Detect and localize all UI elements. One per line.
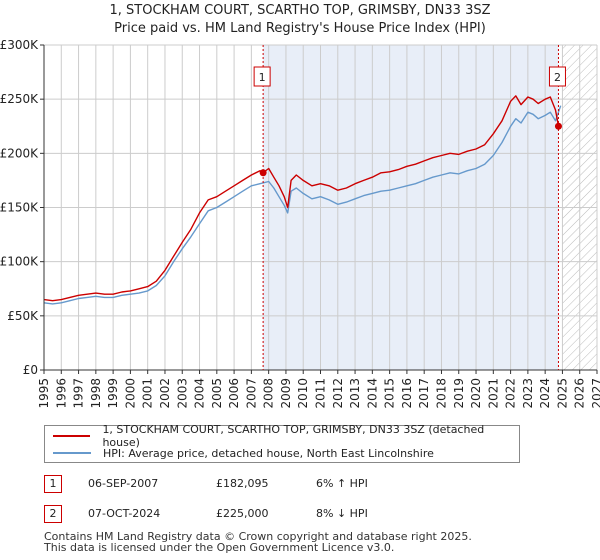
sale-marker-box: [548, 66, 566, 87]
x-tick-label: 2012: [331, 378, 345, 409]
x-tick-label: 2021: [486, 378, 500, 409]
transaction-badge: 1: [44, 475, 62, 493]
sale-marker-dot: [259, 169, 267, 177]
attribution-line-1: Contains HM Land Registry data © Crown c…: [44, 530, 472, 543]
sale-marker-label: 1: [259, 71, 266, 84]
attribution: Contains HM Land Registry data © Crown c…: [44, 531, 472, 553]
chart-title-line-2: Price paid vs. HM Land Registry's House …: [114, 21, 486, 36]
transaction-row: 1 06-SEP-2007 £182,095 6% ↑ HPI: [44, 475, 564, 493]
legend-item-hpi: HPI: Average price, detached house, Nort…: [53, 445, 434, 461]
x-tick-label: 2017: [417, 378, 431, 409]
x-tick-label: 2009: [279, 378, 293, 409]
sale-marker-label: 2: [554, 71, 561, 84]
y-tick-label: £300K: [0, 38, 39, 52]
transaction-date: 07-OCT-2024: [88, 507, 161, 520]
y-tick-label: £50K: [7, 309, 39, 323]
x-tick-label: 2015: [383, 378, 397, 409]
x-tick-label: 2023: [521, 378, 535, 409]
transaction-hpi-diff: 8% ↓ HPI: [316, 507, 368, 520]
x-tick-label: 2014: [365, 378, 379, 409]
x-tick-label: 2024: [538, 378, 552, 409]
x-tick-label: 2011: [314, 378, 328, 409]
legend-item-property: 1, STOCKHAM COURT, SCARTHO TOP, GRIMSBY,…: [53, 423, 519, 449]
price-chart: £0 £50K £100K £150K £200K £250K £300K 1995 1996 1…: [0, 38, 600, 409]
series-line-property: [43, 95, 560, 302]
series-line-hpi: [43, 105, 562, 305]
x-tick-label: 2001: [141, 378, 155, 409]
x-tick-label: 2027: [590, 378, 600, 409]
x-tick-label: 2013: [348, 378, 362, 409]
y-tick-label: £200K: [0, 146, 39, 160]
x-tick-label: 2007: [244, 378, 258, 409]
attribution-line-2: This data is licensed under the Open Gov…: [44, 541, 395, 554]
transaction-price: £225,000: [216, 507, 269, 520]
x-tick-label: 2003: [175, 378, 189, 409]
y-tick-label: £150K: [0, 201, 39, 215]
x-tick-label: 2018: [434, 378, 448, 409]
legend-label-property: 1, STOCKHAM COURT, SCARTHO TOP, GRIMSBY,…: [102, 423, 485, 449]
x-tick-label: 2016: [400, 378, 414, 409]
x-tick-label: 2010: [296, 378, 310, 409]
x-tick-label: 2004: [193, 378, 207, 409]
x-tick-label: 2005: [210, 378, 224, 409]
legend-swatch-property: [53, 435, 91, 437]
x-tick-label: 2026: [573, 378, 587, 409]
x-tick-label: 1999: [106, 378, 120, 409]
sale-marker-box: [253, 66, 271, 87]
x-tick-label: 2019: [452, 378, 466, 409]
x-tick-label: 1996: [54, 378, 68, 409]
transaction-price: £182,095: [216, 477, 269, 490]
x-tick-label: 2006: [227, 378, 241, 409]
chart-legend: 1, STOCKHAM COURT, SCARTHO TOP, GRIMSBY,…: [44, 423, 520, 463]
x-tick-label: 2008: [262, 378, 276, 409]
x-tick-label: 2022: [504, 378, 518, 409]
transaction-badge: 2: [44, 505, 62, 523]
y-tick-label: £0: [23, 363, 38, 377]
x-tick-label: 1997: [72, 378, 86, 409]
x-tick-label: 1995: [37, 378, 51, 409]
x-tick-label: 2020: [469, 378, 483, 409]
sale-marker-dot: [554, 122, 562, 130]
x-tick-label: 2002: [158, 378, 172, 409]
legend-label-hpi: HPI: Average price, detached house, Nort…: [103, 446, 434, 460]
y-tick-label: £100K: [0, 255, 39, 269]
transaction-row: 2 07-OCT-2024 £225,000 8% ↓ HPI: [44, 505, 564, 523]
y-tick-label: £250K: [0, 92, 39, 106]
x-tick-label: 1998: [89, 378, 103, 409]
x-tick-label: 2000: [123, 378, 137, 409]
transaction-hpi-diff: 6% ↑ HPI: [316, 477, 368, 490]
chart-title-line-1: 1, STOCKHAM COURT, SCARTHO TOP, GRIMSBY,…: [109, 3, 491, 18]
transaction-date: 06-SEP-2007: [88, 477, 159, 490]
x-tick-label: 2025: [555, 378, 569, 409]
legend-swatch-hpi: [53, 452, 91, 454]
